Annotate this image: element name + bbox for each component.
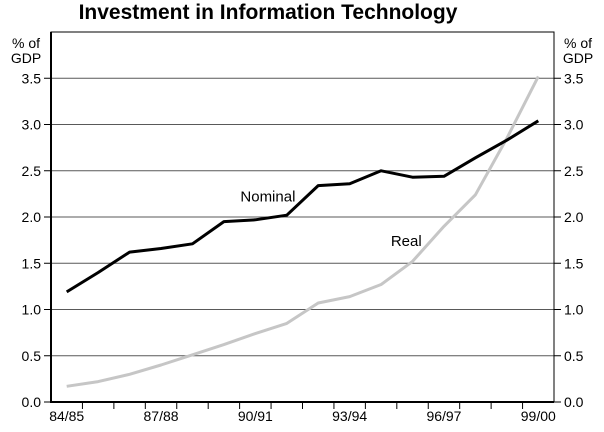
left-axis-unit-label: % of GDP — [10, 35, 42, 66]
left-ytick-label: 2.5 — [22, 163, 42, 179]
left-ytick-label: 0.5 — [22, 348, 42, 364]
right-ytick-label: 3.0 — [564, 117, 584, 133]
left-ytick-label: 0.0 — [22, 394, 42, 410]
right-ytick-label: 1.5 — [564, 255, 584, 271]
series-label-nominal: Nominal — [240, 189, 295, 206]
right-axis-unit-label: % of GDP — [562, 35, 594, 66]
right-ytick-label: 2.5 — [564, 163, 584, 179]
xtick-label: 96/97 — [426, 408, 461, 424]
right-ytick-label: 0.5 — [564, 348, 584, 364]
left-ytick-label: 2.0 — [22, 209, 42, 225]
right-ytick-label: 0.0 — [564, 394, 584, 410]
xtick-label: 87/88 — [144, 408, 179, 424]
series-line-real — [66, 75, 540, 388]
chart-title: Investment in Information Technology — [78, 1, 458, 24]
right-ytick-label: 3.5 — [564, 70, 584, 86]
left-ytick-label: 1.5 — [22, 255, 42, 271]
right-ytick-label: 2.0 — [564, 209, 584, 225]
right-ytick-label: 1.0 — [564, 302, 584, 318]
xtick-label: 93/94 — [332, 408, 367, 424]
left-ytick-label: 1.0 — [22, 302, 42, 318]
series-label-real: Real — [391, 233, 422, 250]
left-ytick-label: 3.0 — [22, 117, 42, 133]
xtick-label: 90/91 — [238, 408, 273, 424]
series-line-nominal — [65, 119, 540, 294]
left-ytick-label: 3.5 — [22, 70, 42, 86]
xtick-label: 99/00 — [521, 408, 556, 424]
xtick-label: 84/85 — [49, 408, 84, 424]
